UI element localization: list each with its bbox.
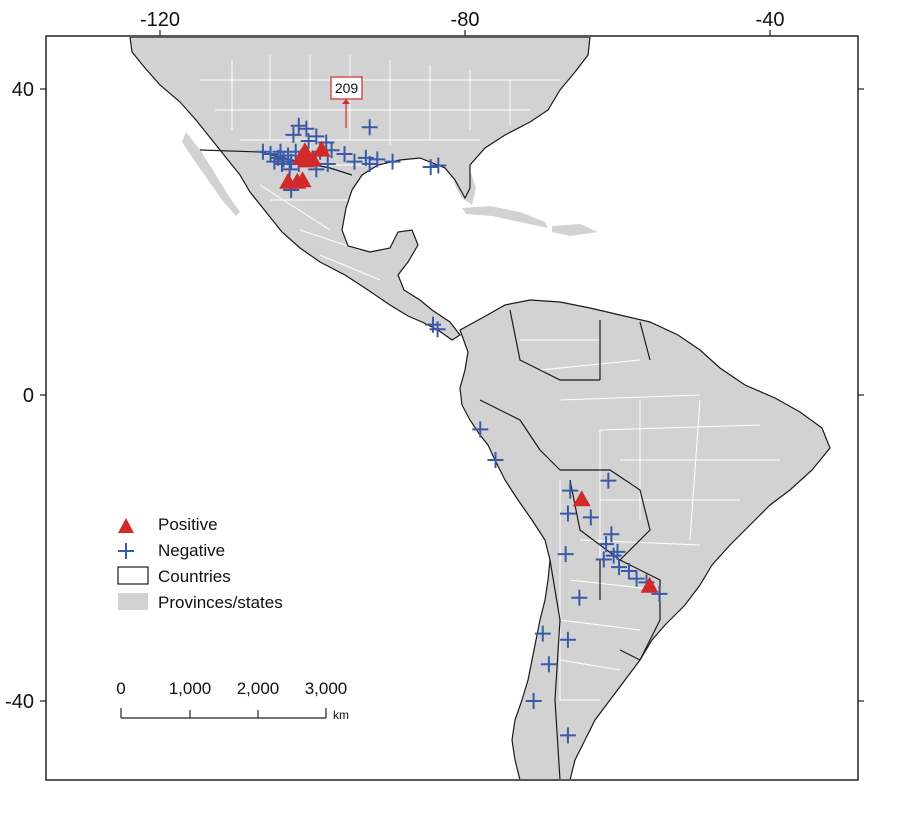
negative-site-marker: [254, 143, 271, 160]
negative-site-marker: [559, 631, 576, 648]
positive-site-marker: [572, 490, 591, 507]
north-america-landmass: [130, 37, 590, 340]
negative-site-marker: [598, 536, 615, 553]
legend-countries-symbol: [117, 566, 149, 585]
x-tick-label-west: -120: [140, 9, 180, 31]
legend-countries-label: Countries: [158, 567, 231, 586]
axis-ticks: [40, 30, 864, 702]
scale-bar-line: [120, 708, 327, 719]
legend-positive-label: Positive: [158, 515, 218, 534]
x-tick-label-east: -40: [756, 9, 785, 31]
positive-site-marker: [295, 142, 314, 159]
south-america-landmass: [460, 300, 830, 779]
positive-site-marker: [640, 576, 659, 593]
land-layer: [130, 37, 830, 779]
scale-label-0: 0: [116, 679, 125, 698]
scale-label-3000: 3,000: [305, 679, 348, 698]
negative-site-marker: [525, 693, 542, 709]
negative-site-marker: [559, 727, 576, 744]
callout-label: 209: [335, 80, 359, 96]
negative-site-marker: [308, 128, 325, 145]
negative-site-marker: [571, 589, 588, 606]
negative-site-marker: [559, 505, 576, 522]
scale-label-2000: 2,000: [237, 679, 280, 698]
negative-site-marker: [266, 153, 283, 170]
y-tick-label-north: 40: [12, 79, 34, 101]
negative-site-marker: [609, 543, 626, 560]
negative-site-marker: [422, 159, 439, 176]
negative-site-marker: [336, 146, 353, 163]
negative-site-marker: [582, 509, 599, 526]
negative-site-marker: [429, 321, 446, 338]
negative-site-marker: [540, 656, 557, 673]
negative-site-marker: [285, 126, 302, 143]
negative-site-marker: [562, 482, 579, 499]
callout: 209: [330, 76, 363, 128]
negative-site-marker: [595, 551, 612, 568]
negative-site-marker: [361, 119, 378, 136]
legend-negative-label: Negative: [158, 541, 225, 560]
negative-site-marker: [369, 151, 386, 168]
negative-site-marker: [272, 143, 289, 160]
negative-site-marker: [620, 562, 637, 579]
negative-site-marker: [319, 155, 336, 172]
hispaniola: [552, 224, 598, 236]
baja-california: [182, 132, 240, 216]
scale-unit-label: km: [333, 708, 349, 722]
cuba: [462, 206, 548, 228]
province-borders: [200, 55, 780, 701]
negative-site-marker: [472, 421, 489, 438]
negative-site-marker: [600, 472, 617, 489]
negative-site-marker: [487, 452, 504, 469]
callout-arrowhead: [342, 99, 350, 104]
legend-provinces-label: Provinces/states: [158, 593, 283, 612]
y-tick-label-south: -40: [5, 691, 34, 713]
legend-positive-symbol: [118, 518, 134, 533]
positive-sites-layer: [279, 140, 659, 593]
y-tick-label-equator: 0: [23, 385, 34, 407]
negative-site-marker: [281, 161, 298, 178]
positive-site-marker: [312, 140, 331, 157]
negative-site-marker: [603, 526, 620, 543]
negative-site-marker: [346, 153, 363, 170]
negative-site-marker: [430, 157, 447, 174]
x-tick-label-central: -80: [451, 9, 480, 31]
legend: Positive Negative Countries Provinces/st…: [117, 515, 283, 612]
negative-site-marker: [557, 546, 574, 563]
scale-label-1000: 1,000: [169, 679, 212, 698]
negative-site-marker: [290, 117, 307, 134]
negative-site-marker: [628, 570, 645, 587]
legend-negative-symbol: [118, 543, 134, 559]
negative-site-marker: [651, 585, 668, 602]
scale-bar: 0 1,000 2,000 3,000 km: [116, 679, 349, 722]
negative-sites-layer: [254, 117, 668, 744]
negative-site-marker: [534, 625, 551, 642]
positive-site-marker: [293, 171, 312, 188]
negative-site-marker: [262, 146, 279, 163]
negative-site-marker: [298, 120, 315, 137]
negative-site-marker: [384, 153, 401, 170]
negative-site-marker: [605, 547, 622, 564]
legend-provinces-symbol: [118, 593, 148, 610]
negative-site-marker: [611, 559, 628, 576]
